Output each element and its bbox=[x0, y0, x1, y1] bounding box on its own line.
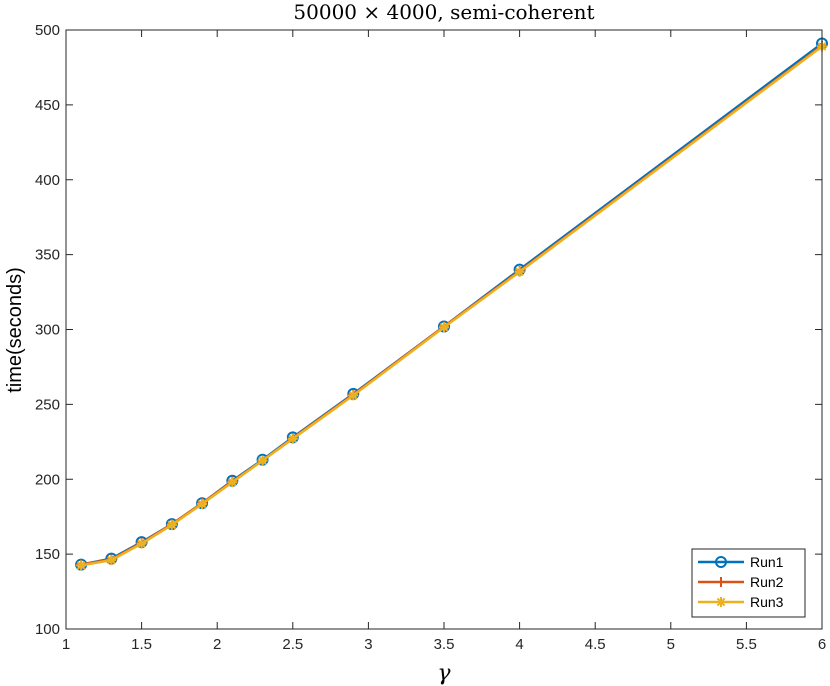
legend-item: Run2 bbox=[698, 574, 784, 590]
data-point bbox=[257, 455, 268, 466]
data-point bbox=[348, 390, 359, 401]
y-tick-label: 450 bbox=[35, 97, 60, 114]
x-tick-label: 6 bbox=[818, 636, 826, 653]
legend-marker bbox=[715, 556, 727, 568]
legend: Run1 Run2 Run3 bbox=[691, 548, 806, 618]
data-point bbox=[514, 266, 525, 277]
data-point bbox=[166, 519, 177, 530]
x-tick-label: 4 bbox=[515, 636, 523, 653]
y-tick-label: 400 bbox=[35, 172, 60, 189]
y-tick-label: 200 bbox=[35, 471, 60, 488]
legend-item: Run3 bbox=[698, 594, 784, 610]
star-d2 bbox=[137, 539, 146, 548]
legend-label: Run2 bbox=[750, 574, 784, 590]
star-d2 bbox=[288, 434, 298, 444]
x-tick-label: 4.5 bbox=[585, 636, 606, 653]
data-point bbox=[136, 538, 147, 549]
legend-item: Run1 bbox=[698, 554, 784, 570]
chart-title: 50000 × 4000, semi-coherent bbox=[293, 0, 594, 24]
legend-label: Run3 bbox=[750, 594, 784, 610]
plot-border bbox=[65, 29, 823, 630]
x-tick-label: 2.5 bbox=[282, 636, 303, 653]
star-d2 bbox=[258, 456, 267, 465]
star-d2 bbox=[716, 597, 726, 607]
series-line bbox=[80, 45, 823, 567]
y-tick-label: 350 bbox=[35, 247, 60, 264]
star-d2 bbox=[439, 322, 449, 332]
x-axis-label: γ bbox=[437, 661, 451, 686]
x-tick-label: 1.5 bbox=[131, 636, 152, 653]
star-d2 bbox=[167, 520, 177, 530]
series-3 bbox=[76, 41, 827, 571]
data-point bbox=[106, 555, 117, 566]
star-d2 bbox=[228, 477, 237, 487]
star-d2 bbox=[107, 555, 116, 565]
chart-marks bbox=[75, 37, 828, 571]
data-point bbox=[287, 433, 298, 444]
x-tick-label: 3.5 bbox=[434, 636, 455, 653]
legend-marker bbox=[716, 577, 726, 587]
y-tick-label: 250 bbox=[35, 396, 60, 413]
y-tick-label: 100 bbox=[35, 621, 60, 638]
y-tick-label: 150 bbox=[35, 546, 60, 563]
x-tick-label: 2 bbox=[213, 636, 221, 653]
star-d2 bbox=[515, 267, 524, 277]
y-tick-label: 500 bbox=[35, 22, 60, 39]
legend-marker bbox=[716, 597, 726, 607]
y-tick-label: 300 bbox=[35, 322, 60, 339]
legend-label: Run1 bbox=[750, 554, 784, 570]
data-point bbox=[76, 560, 87, 571]
data-point bbox=[197, 498, 208, 509]
x-tick-label: 5 bbox=[667, 636, 675, 653]
star-d2 bbox=[348, 391, 358, 400]
x-tick-label: 3 bbox=[364, 636, 372, 653]
axis-ticks: 1 1.5 2 2.5 3 3.5 4 4.5 5 5.5 6 100 150 200 250 300 350 4… bbox=[35, 22, 826, 653]
data-point bbox=[227, 477, 238, 488]
star-d2 bbox=[197, 499, 207, 509]
data-point bbox=[439, 322, 449, 333]
star-d2 bbox=[76, 561, 86, 570]
x-tick-label: 1 bbox=[62, 636, 70, 653]
y-axis-label: time(seconds) bbox=[4, 267, 26, 393]
x-tick-label: 5.5 bbox=[736, 636, 757, 653]
